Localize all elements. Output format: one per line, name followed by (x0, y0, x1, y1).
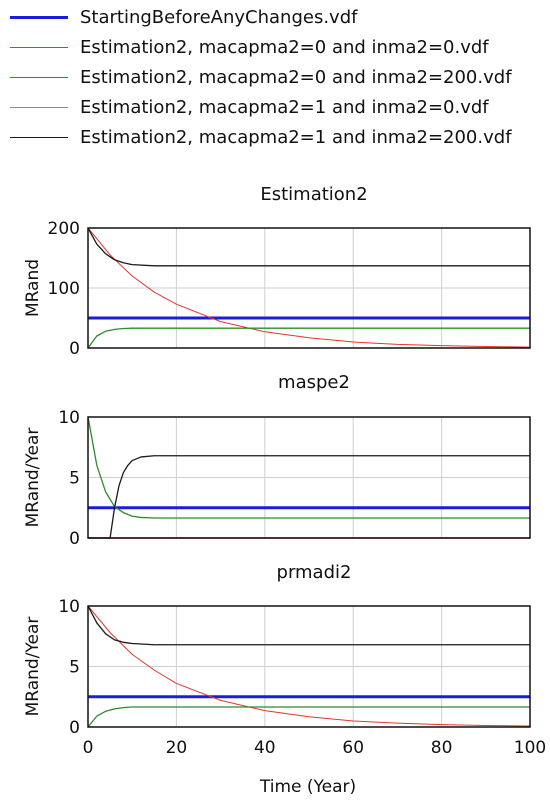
legend-swatch (10, 107, 68, 109)
y-tick-label: 5 (69, 469, 80, 489)
y-axis-label: MRand (23, 259, 43, 317)
series-line (88, 416, 530, 519)
y-tick-label: 200 (48, 219, 80, 239)
y-tick-label: 0 (69, 339, 80, 359)
y-tick-label: 100 (48, 279, 80, 299)
series-line (88, 455, 530, 539)
legend: StartingBeforeAnyChanges.vdf Estimation2,… (0, 0, 550, 160)
plot-frame (87, 605, 531, 728)
legend-swatch (10, 47, 68, 49)
legend-swatch (10, 16, 68, 20)
y-tick-label: 0 (69, 718, 80, 738)
series-line (88, 706, 530, 728)
x-tick-label: 100 (514, 738, 546, 758)
series-line (88, 227, 530, 348)
panel-title: Estimation2 (260, 184, 367, 205)
panel-3: prmadi2 0 5 10 MRand/Year (23, 562, 531, 738)
x-tick-label: 40 (254, 738, 276, 758)
y-tick-label: 10 (58, 597, 80, 617)
y-tick-label: 10 (58, 408, 80, 428)
x-tick-label: 20 (166, 738, 188, 758)
x-tick-label: 0 (83, 738, 94, 758)
legend-swatch (10, 77, 68, 79)
y-tick-label: 0 (69, 529, 80, 549)
legend-label: StartingBeforeAnyChanges.vdf (80, 7, 358, 28)
legend-label: Estimation2, macapma2=1 and inma2=200.vd… (80, 127, 512, 148)
plot-frame (87, 416, 531, 539)
legend-label: Estimation2, macapma2=0 and inma2=0.vdf (80, 37, 489, 58)
x-tick-label: 80 (431, 738, 453, 758)
series-line (88, 327, 530, 349)
y-axis-label: MRand/Year (23, 428, 43, 528)
panel-title: prmadi2 (277, 562, 352, 583)
legend-label: Estimation2, macapma2=0 and inma2=200.vd… (80, 67, 512, 88)
x-tick-label: 60 (342, 738, 364, 758)
legend-label: Estimation2, macapma2=1 and inma2=0.vdf (80, 97, 489, 118)
plot-frame (87, 227, 531, 349)
x-axis-label: Time (Year) (259, 777, 356, 797)
panel-title: maspe2 (278, 372, 350, 393)
legend-swatch (10, 137, 68, 139)
series-line (88, 605, 530, 727)
y-tick-label: 5 (69, 658, 80, 678)
panel-2: maspe2 0 5 10 MRand/Year (23, 372, 531, 549)
y-axis-label: MRand/Year (23, 617, 43, 717)
series-line (88, 227, 530, 267)
series-line (88, 605, 530, 646)
